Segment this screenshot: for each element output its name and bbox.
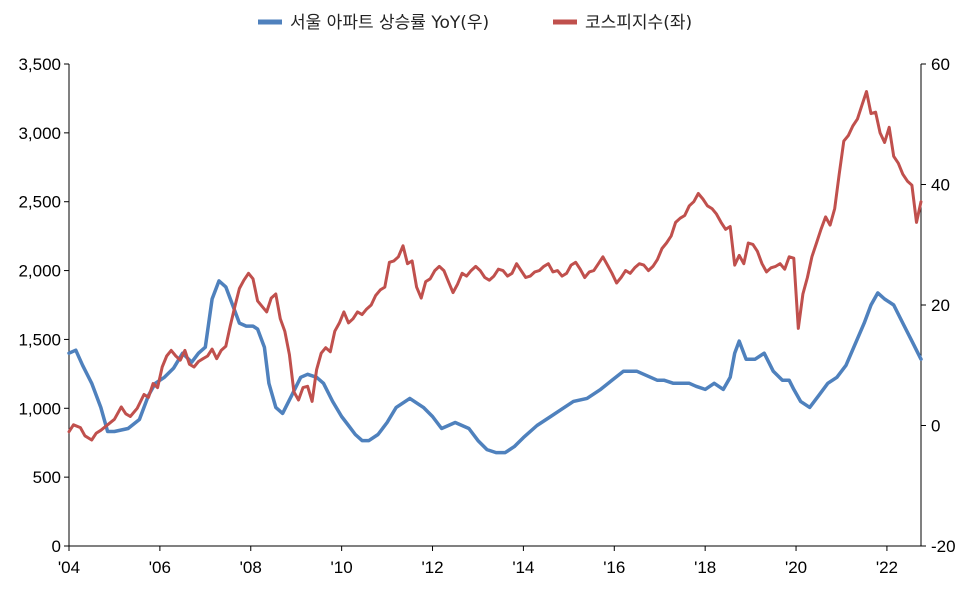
x-tick-label: '12: [421, 558, 443, 577]
legend-label-apartment: 서울 아파트 상승률 YoY(우): [290, 13, 489, 33]
y-right-tick-label: 40: [931, 176, 950, 195]
y-right-tick-label: 20: [931, 296, 950, 315]
series-line-kospi: [67, 90, 923, 442]
y-left-tick-label: 0: [52, 537, 61, 556]
legend-label-kospi: 코스피지수(좌): [585, 13, 692, 33]
y-left-tick-label: 3,500: [18, 55, 61, 74]
x-tick-label: '08: [240, 558, 262, 577]
x-tick-label: '06: [149, 558, 171, 577]
x-tick-label: '10: [331, 558, 353, 577]
y-left-tick-label: 1,500: [18, 330, 61, 349]
y-left-tick-label: 2,500: [18, 193, 61, 212]
x-tick-label: '20: [785, 558, 807, 577]
series-layer: [67, 90, 923, 455]
y-right-tick-label: 60: [931, 55, 950, 74]
y-right-tick-label: 0: [931, 417, 940, 436]
x-tick-label: '18: [694, 558, 716, 577]
series-line-apartment-yoy: [67, 279, 923, 455]
legend: 서울 아파트 상승률 YoY(우) 코스피지수(좌): [258, 13, 692, 33]
y-right-tick-label: -20: [931, 537, 956, 556]
x-tick-label: '22: [876, 558, 898, 577]
x-tick-label: '16: [603, 558, 625, 577]
y-left-tick-label: 1,000: [18, 399, 61, 418]
y-left-tick-label: 2,000: [18, 262, 61, 281]
x-tick-label: '04: [58, 558, 80, 577]
x-tick-label: '14: [512, 558, 534, 577]
y-left-tick-label: 500: [33, 468, 61, 487]
y-left-tick-label: 3,000: [18, 124, 61, 143]
axes: 0 500 1,000 1,500 2,000 2,500 3,000 3,500 -20 0 20…: [18, 55, 955, 577]
